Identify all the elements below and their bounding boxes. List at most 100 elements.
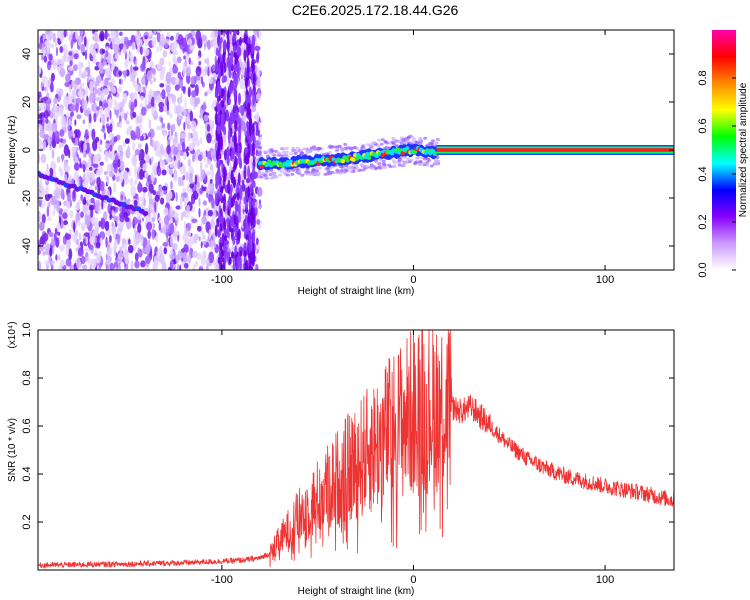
noise-speckle bbox=[140, 260, 146, 268]
noise-speckle bbox=[104, 30, 108, 40]
noise-band-speckle bbox=[233, 132, 237, 148]
noise-speckle bbox=[140, 106, 147, 116]
noise-speckle bbox=[198, 267, 203, 270]
noise-speckle bbox=[254, 45, 261, 52]
track-spread bbox=[384, 145, 389, 149]
track-spread bbox=[283, 153, 288, 157]
noise-band-speckle bbox=[228, 195, 231, 210]
noise-band-speckle bbox=[248, 238, 252, 254]
noise-speckle bbox=[135, 233, 141, 245]
noise-speckle bbox=[219, 33, 224, 39]
track-core bbox=[340, 158, 346, 164]
noise-speckle bbox=[42, 86, 45, 91]
noise-speckle bbox=[50, 237, 54, 247]
noise-band-speckle bbox=[245, 93, 249, 107]
noise-band-speckle bbox=[221, 250, 225, 257]
track-spread bbox=[378, 158, 383, 162]
noise-speckle bbox=[205, 170, 211, 176]
noise-band-speckle bbox=[229, 215, 233, 226]
noise-speckle bbox=[81, 97, 85, 109]
noise-speckle bbox=[68, 118, 72, 125]
noise-speckle bbox=[190, 83, 196, 88]
track-spread bbox=[299, 151, 304, 155]
noise-speckle bbox=[73, 221, 76, 233]
noise-speckle bbox=[198, 197, 201, 207]
noise-speckle bbox=[178, 181, 185, 186]
noise-speckle bbox=[72, 133, 76, 139]
track-spread bbox=[406, 157, 411, 161]
noise-speckle bbox=[97, 141, 100, 150]
noise-speckle bbox=[73, 53, 79, 60]
track-spread bbox=[281, 150, 286, 154]
top-y-tick-label: -40 bbox=[21, 238, 33, 254]
noise-speckle bbox=[48, 60, 52, 66]
noise-speckle bbox=[182, 210, 186, 217]
track-spread bbox=[418, 163, 423, 167]
noise-speckle bbox=[258, 199, 262, 205]
noise-speckle bbox=[71, 264, 75, 270]
noise-speckle bbox=[106, 67, 112, 79]
noise-speckle bbox=[76, 257, 81, 270]
noise-band-speckle bbox=[233, 84, 237, 101]
noise-band-speckle bbox=[216, 218, 220, 228]
noise-speckle bbox=[38, 244, 45, 252]
noise-speckle bbox=[179, 264, 182, 270]
noise-speckle bbox=[147, 132, 152, 138]
noise-speckle bbox=[169, 222, 175, 235]
noise-speckle bbox=[250, 158, 253, 169]
noise-speckle bbox=[78, 68, 82, 78]
noise-speckle bbox=[63, 30, 67, 38]
noise-band-speckle bbox=[222, 51, 226, 65]
noise-speckle bbox=[105, 264, 109, 270]
track-spread bbox=[350, 167, 355, 171]
noise-speckle bbox=[163, 149, 167, 157]
noise-speckle bbox=[119, 121, 123, 129]
noise-speckle bbox=[187, 38, 193, 46]
noise-speckle bbox=[65, 73, 71, 83]
noise-speckle bbox=[90, 197, 95, 204]
noise-speckle bbox=[108, 131, 114, 139]
noise-speckle bbox=[172, 242, 178, 251]
noise-speckle bbox=[105, 46, 109, 52]
noise-speckle bbox=[113, 231, 116, 239]
noise-speckle bbox=[160, 116, 163, 124]
noise-speckle bbox=[49, 232, 54, 238]
noise-speckle bbox=[210, 148, 216, 160]
noise-speckle bbox=[85, 252, 89, 257]
noise-speckle bbox=[40, 102, 47, 112]
noise-speckle bbox=[70, 111, 74, 117]
noise-speckle bbox=[83, 36, 87, 47]
noise-speckle bbox=[160, 197, 165, 205]
noise-speckle bbox=[219, 30, 226, 33]
top-y-axis-label: Frequency (Hz) bbox=[7, 116, 18, 185]
noise-speckle bbox=[188, 142, 194, 151]
noise-speckle bbox=[189, 110, 193, 122]
noise-speckle bbox=[159, 57, 165, 66]
track-spread bbox=[415, 156, 420, 160]
track-spread bbox=[258, 134, 263, 138]
noise-speckle bbox=[136, 35, 141, 47]
noise-speckle bbox=[79, 161, 82, 168]
noise-speckle bbox=[117, 158, 121, 168]
noise-speckle bbox=[93, 31, 99, 43]
noise-speckle bbox=[183, 220, 187, 231]
noise-speckle bbox=[163, 247, 168, 255]
noise-speckle bbox=[163, 207, 169, 216]
noise-speckle bbox=[200, 76, 204, 85]
noise-speckle bbox=[207, 39, 211, 50]
noise-band-speckle bbox=[252, 228, 256, 244]
noise-speckle bbox=[75, 102, 79, 113]
noise-speckle bbox=[187, 257, 192, 264]
noise-speckle bbox=[111, 221, 114, 228]
noise-speckle bbox=[190, 76, 196, 85]
noise-speckle bbox=[129, 177, 133, 187]
track-spread bbox=[318, 166, 323, 170]
noise-speckle bbox=[133, 66, 139, 71]
diagonal-track-point bbox=[142, 211, 149, 216]
noise-speckle bbox=[83, 99, 88, 108]
noise-speckle bbox=[112, 181, 117, 193]
noise-speckle bbox=[187, 158, 192, 168]
noise-speckle bbox=[242, 78, 245, 90]
noise-speckle bbox=[171, 94, 177, 103]
track-spread bbox=[294, 167, 299, 171]
